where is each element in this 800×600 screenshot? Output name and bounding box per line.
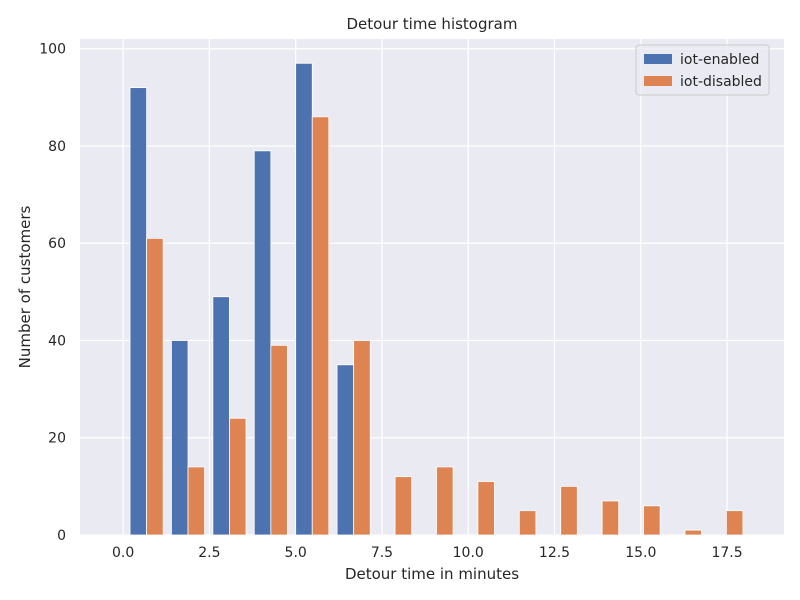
- y-tick-label: 80: [48, 139, 66, 155]
- bar-iot-enabled: [336, 364, 355, 536]
- y-tick-label: 60: [48, 236, 66, 252]
- x-tick-label: 5.0: [285, 545, 307, 561]
- bar-iot-enabled: [129, 87, 148, 536]
- y-axis-label: Number of customers: [16, 205, 34, 368]
- legend: iot-enabled iot-disabled: [635, 44, 770, 96]
- x-tick-label: 10.0: [453, 545, 484, 561]
- y-tick-label: 100: [39, 42, 66, 58]
- bar-iot-disabled: [518, 510, 537, 536]
- bar-iot-disabled: [477, 481, 495, 536]
- y-tick-label: 0: [57, 528, 66, 544]
- legend-label: iot-enabled: [680, 52, 759, 68]
- x-tick-label: 7.5: [371, 545, 393, 561]
- x-axis-label: Detour time in minutes: [345, 565, 519, 583]
- bar-iot-disabled: [725, 510, 744, 536]
- x-tick-label: 2.5: [198, 545, 220, 561]
- bar-iot-enabled: [253, 150, 272, 536]
- y-tick-labels: 0 20 40 60 80 100: [39, 42, 66, 544]
- legend-swatch: [644, 54, 672, 64]
- legend-label: iot-disabled: [680, 74, 762, 90]
- bar-iot-disabled: [643, 505, 661, 536]
- bar-iot-disabled: [436, 466, 454, 536]
- bar-iot-disabled: [187, 466, 205, 536]
- bar-iot-enabled: [171, 340, 189, 536]
- bar-iot-disabled: [311, 116, 330, 536]
- bar-iot-disabled: [394, 476, 413, 536]
- bar-iot-disabled: [684, 529, 702, 536]
- x-tick-label: 0.0: [112, 545, 134, 561]
- bar-iot-disabled: [146, 237, 164, 536]
- bar-iot-disabled: [560, 485, 578, 536]
- y-tick-label: 20: [48, 431, 66, 447]
- chart-title: Detour time histogram: [347, 15, 518, 33]
- bars: [129, 62, 744, 536]
- bar-iot-disabled: [353, 340, 371, 536]
- x-tick-labels: 0.0 2.5 5.0 7.5 10.0 12.5 15.0 17.5: [112, 545, 743, 561]
- plot-area: [80, 39, 784, 535]
- x-tick-label: 12.5: [539, 545, 570, 561]
- bar-iot-enabled: [212, 296, 230, 536]
- bar-iot-disabled: [229, 417, 247, 536]
- bar-iot-disabled: [601, 500, 620, 536]
- x-tick-label: 17.5: [711, 545, 742, 561]
- x-tick-label: 15.0: [625, 545, 656, 561]
- y-tick-label: 40: [48, 333, 66, 349]
- bar-iot-enabled: [295, 62, 313, 536]
- legend-swatch: [644, 76, 672, 86]
- bar-iot-disabled: [270, 344, 288, 536]
